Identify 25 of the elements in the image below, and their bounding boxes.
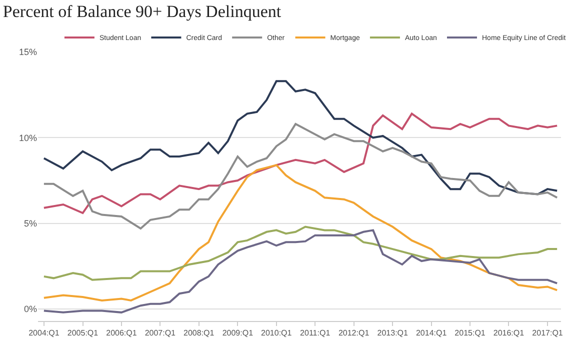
- chart-title: Percent of Balance 90+ Days Delinquent: [2, 2, 282, 22]
- x-tick-label: 2007:Q1: [144, 328, 176, 338]
- line-series: [42, 226, 558, 281]
- y-tick-label: 5%: [24, 218, 37, 228]
- x-tick-label: 2008:Q1: [184, 328, 215, 338]
- x-tick-label: 2004:Q1: [28, 328, 60, 338]
- y-tick-label: 15%: [18, 47, 37, 58]
- x-tick-label: 2011:Q1: [300, 328, 331, 338]
- x-tick-label: 2013:Q1: [377, 328, 408, 338]
- line-series: [42, 112, 558, 214]
- x-tick-label: 2016:Q1: [493, 328, 525, 338]
- line-series: [42, 229, 558, 314]
- x-tick-label: 2012:Q1: [338, 328, 370, 338]
- y-tick-label: 0%: [24, 304, 37, 314]
- x-tick-label: 2015:Q1: [454, 328, 486, 338]
- line-series: [42, 80, 558, 196]
- y-tick-label: 10%: [18, 132, 37, 143]
- x-tick-label: 2010:Q1: [261, 328, 292, 338]
- line-series: [42, 164, 558, 302]
- line-series: [42, 122, 558, 230]
- x-tick-label: 2009:Q1: [222, 328, 254, 338]
- x-tick-label: 2006:Q1: [106, 328, 138, 338]
- x-tick-label: 2005:Q1: [67, 328, 99, 338]
- x-tick-label: 2017:Q1: [532, 328, 564, 338]
- x-tick-label: 2014:Q1: [416, 328, 448, 338]
